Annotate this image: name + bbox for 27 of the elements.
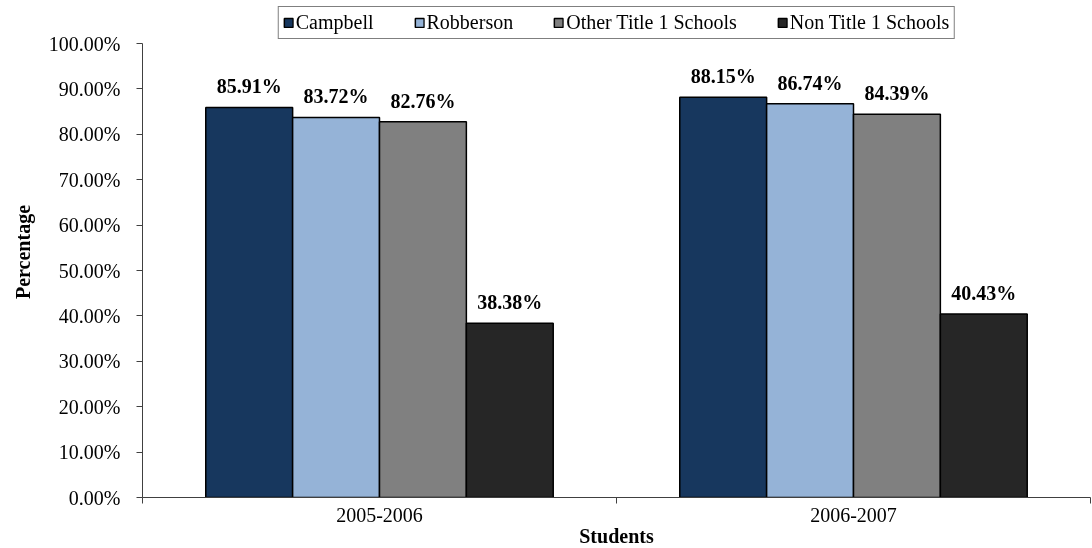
y-tick-label: 80.00% <box>58 123 121 146</box>
y-axis-title: Percentage <box>11 204 35 300</box>
legend-label: Robberson <box>426 11 514 34</box>
y-tick-label: 0.00% <box>68 486 121 509</box>
y-tick-label: 30.00% <box>58 350 121 373</box>
y-tick-label: 70.00% <box>58 168 121 191</box>
legend-label: Campbell <box>295 11 374 34</box>
data-label: 86.74% <box>777 71 843 94</box>
data-label: 85.91% <box>216 75 282 98</box>
x-tick-label: 2006-2007 <box>810 503 897 526</box>
legend-label: Non Title 1 Schools <box>789 11 950 34</box>
y-tick-label: 50.00% <box>58 259 121 282</box>
data-label: 88.15% <box>690 65 756 88</box>
y-tick-label: 40.00% <box>58 304 121 327</box>
data-label: 84.39% <box>864 82 930 105</box>
legend-label: Other Title 1 Schools <box>566 11 737 34</box>
y-tick-label: 90.00% <box>58 77 121 100</box>
data-label: 83.72% <box>303 85 369 108</box>
data-label: 38.38% <box>477 291 543 314</box>
x-tick-label: 2005-2006 <box>336 503 423 526</box>
y-tick-label: 100.00% <box>48 32 121 55</box>
x-axis-title: Students <box>579 524 654 547</box>
y-tick-label: 20.00% <box>58 395 121 418</box>
data-label: 40.43% <box>951 281 1017 304</box>
data-label: 82.76% <box>390 89 456 112</box>
y-tick-label: 60.00% <box>58 214 121 237</box>
y-tick-label: 10.00% <box>58 441 121 464</box>
